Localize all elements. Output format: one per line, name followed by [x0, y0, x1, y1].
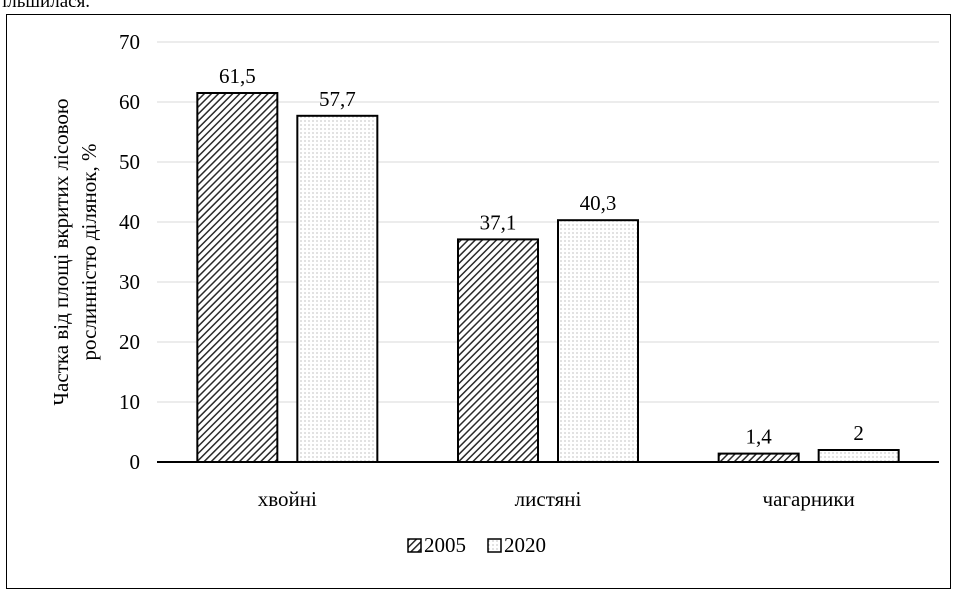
data-labels: 61,5 57,7 37,1 40,3 1,4 2: [219, 64, 864, 449]
y-tick-label: 20: [119, 330, 140, 354]
legend-label: 2020: [504, 533, 546, 557]
bars: [196, 92, 900, 464]
category-label: хвойні: [258, 487, 317, 511]
y-axis-ticks: 0 10 20 30 40 50 60 70: [119, 30, 140, 474]
category-labels: хвойні листяні чагарники: [258, 487, 855, 511]
data-label: 40,3: [580, 191, 617, 215]
category-label: листяні: [515, 487, 582, 511]
header-text-fragment: ільшилася.: [2, 0, 91, 12]
bar-2005-1: [457, 238, 539, 463]
legend-swatch-2005: [407, 538, 422, 553]
y-tick-label: 30: [119, 270, 140, 294]
bar-2020-0: [296, 114, 379, 464]
bar-2020-1: [557, 219, 639, 463]
data-label: 2: [853, 421, 864, 445]
legend-swatch-2020: [487, 538, 502, 553]
data-label: 37,1: [480, 210, 517, 234]
data-label: 57,7: [319, 87, 356, 111]
y-tick-label: 0: [130, 450, 141, 474]
data-label: 1,4: [746, 425, 773, 449]
bar-2020-2: [817, 449, 900, 463]
y-axis-label-line2: рослинністю ділянок, %: [77, 144, 101, 361]
y-tick-label: 40: [119, 210, 140, 234]
category-label: чагарники: [763, 487, 855, 511]
y-tick-label: 60: [119, 90, 140, 114]
data-label: 61,5: [219, 64, 256, 88]
y-tick-label: 70: [119, 30, 140, 54]
legend-label: 2005: [424, 533, 466, 557]
gridlines: [157, 41, 939, 403]
y-tick-label: 50: [119, 150, 140, 174]
y-tick-label: 10: [119, 390, 140, 414]
bar-2005-0: [196, 92, 279, 463]
bar-2005-2: [717, 452, 800, 464]
legend: 2005 2020: [407, 533, 546, 557]
y-axis-label-line1: Частка від площі вкритих лісовою: [49, 98, 73, 405]
